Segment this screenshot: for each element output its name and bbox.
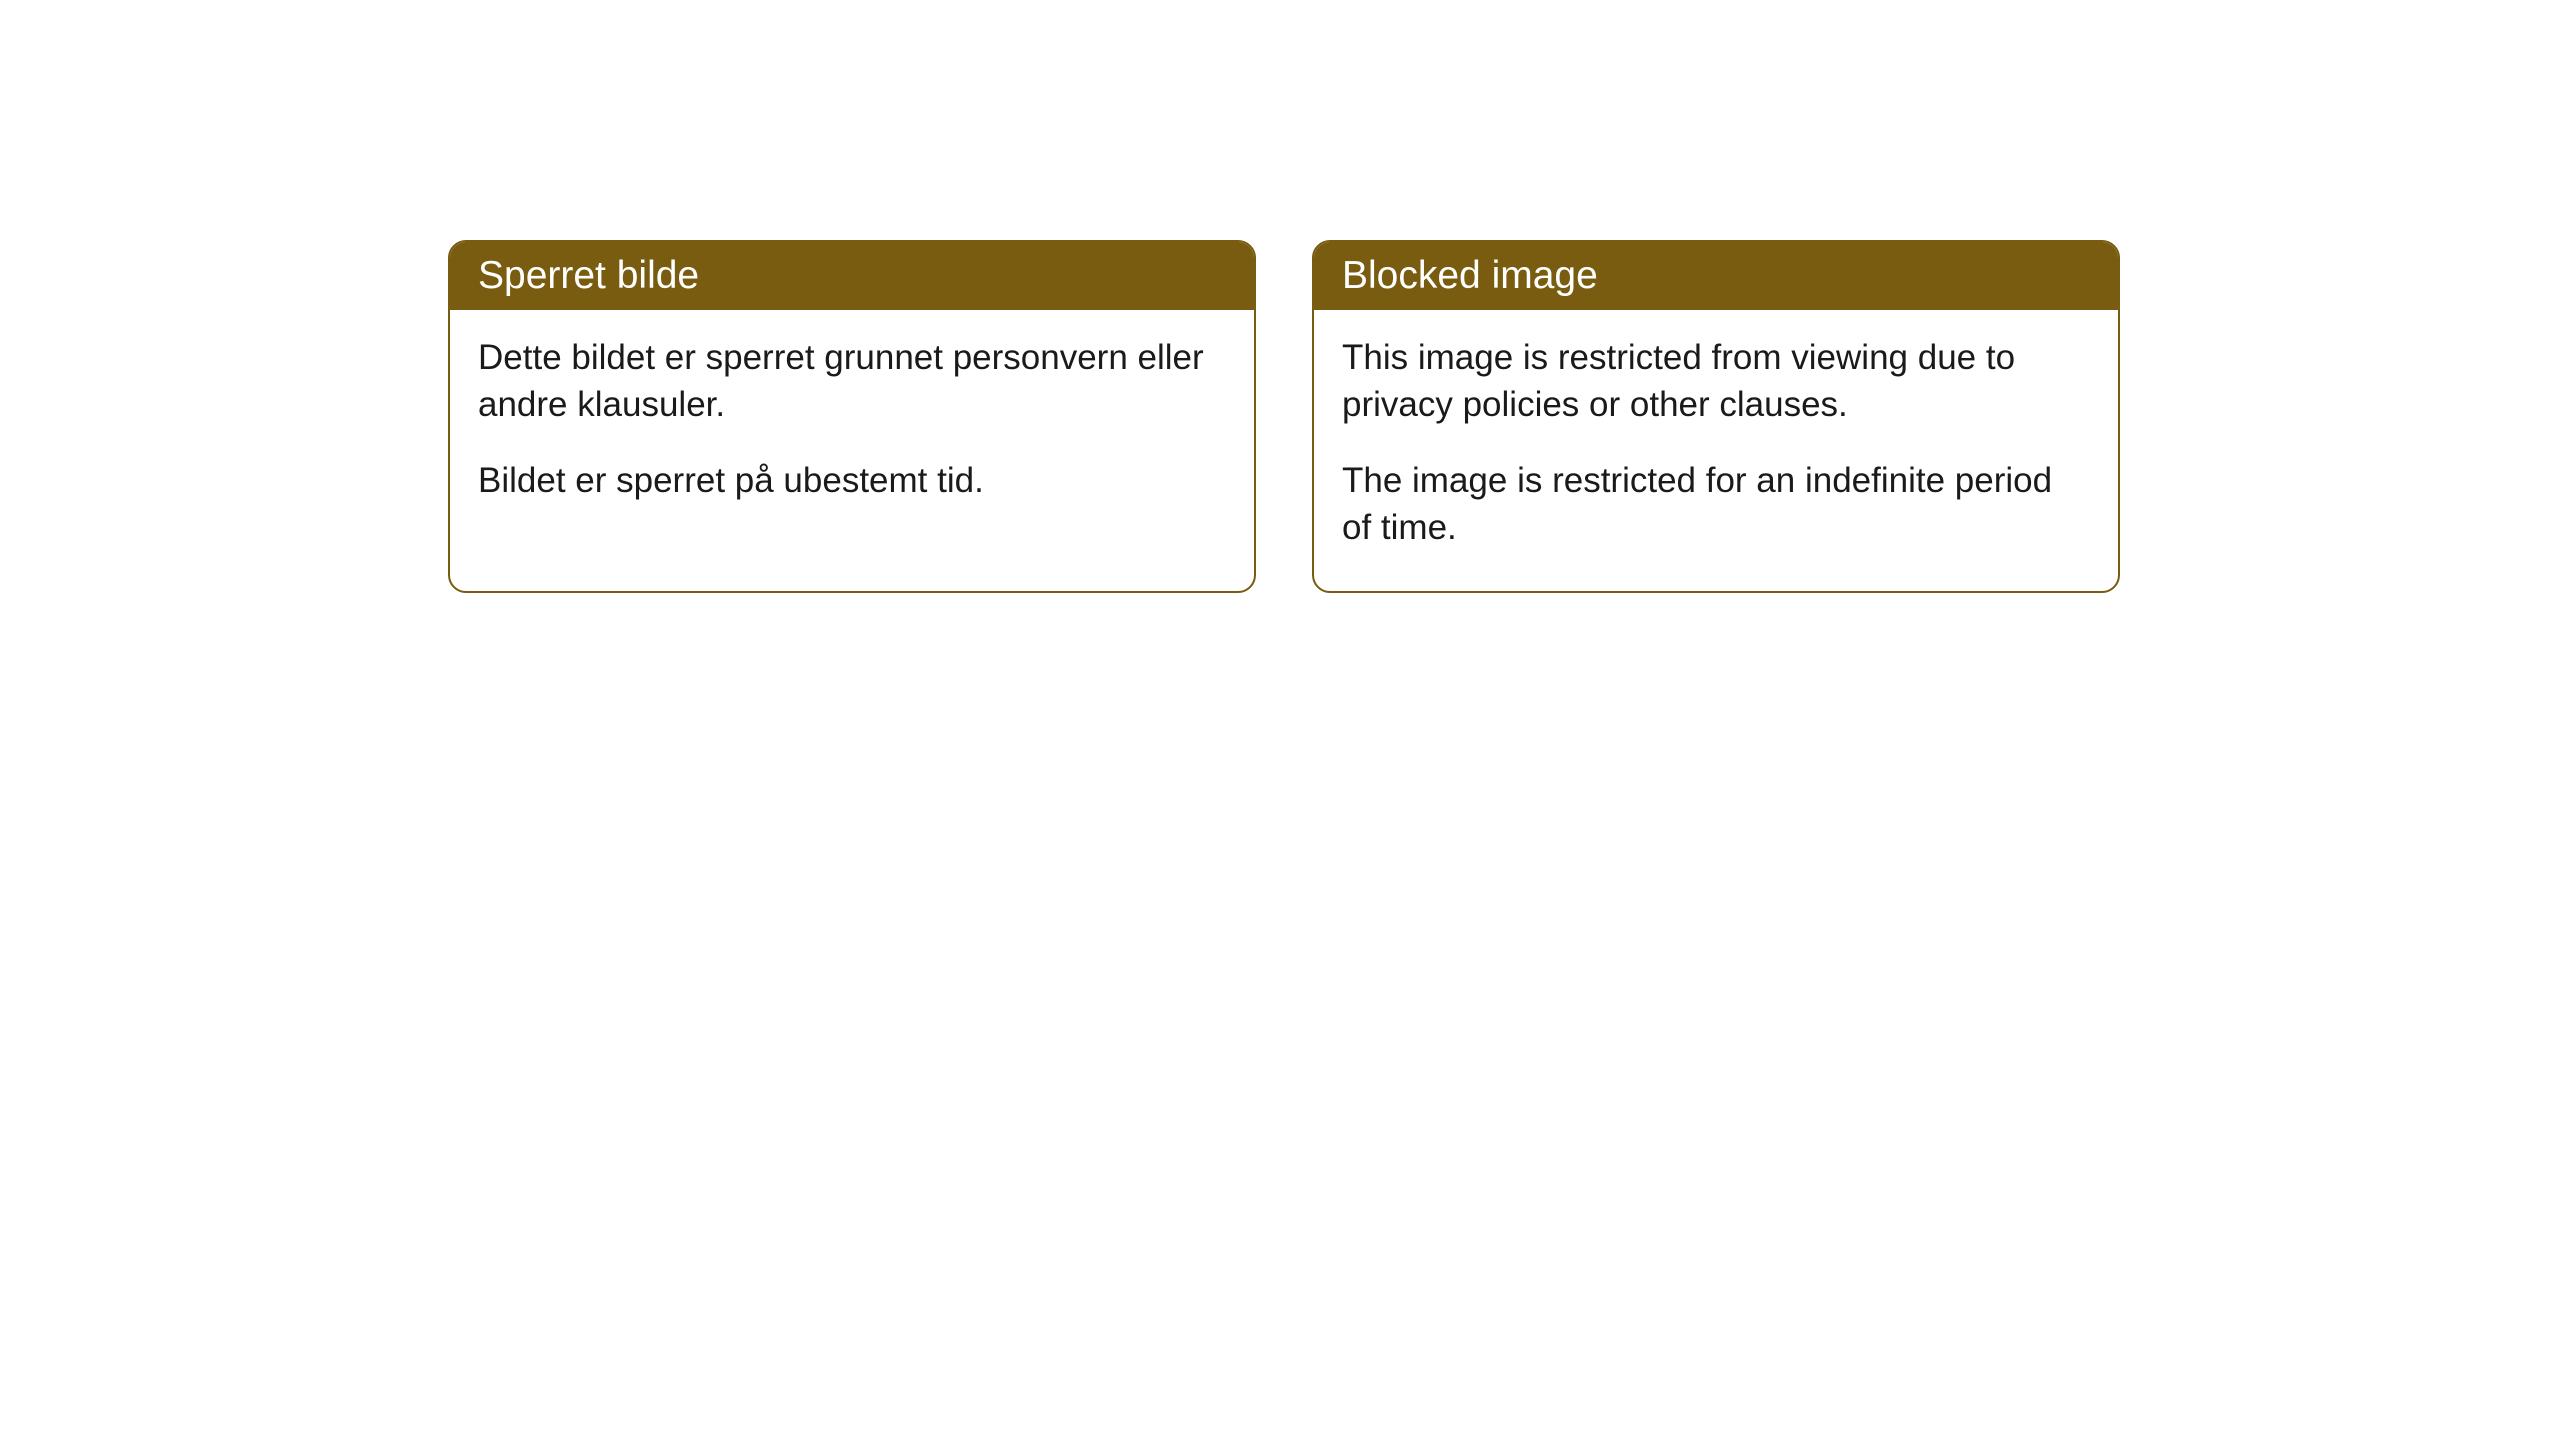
card-paragraph: This image is restricted from viewing du… xyxy=(1342,334,2090,429)
card-paragraph: The image is restricted for an indefinit… xyxy=(1342,457,2090,552)
card-body-english: This image is restricted from viewing du… xyxy=(1314,310,2118,591)
card-title: Blocked image xyxy=(1342,254,1598,297)
card-header-norwegian: Sperret bilde xyxy=(450,242,1254,310)
cards-container: Sperret bilde Dette bildet er sperret gr… xyxy=(448,240,2560,593)
card-english: Blocked image This image is restricted f… xyxy=(1312,240,2120,593)
card-paragraph: Dette bildet er sperret grunnet personve… xyxy=(478,334,1226,429)
card-title: Sperret bilde xyxy=(478,254,699,297)
card-body-norwegian: Dette bildet er sperret grunnet personve… xyxy=(450,310,1254,544)
card-header-english: Blocked image xyxy=(1314,242,2118,310)
card-norwegian: Sperret bilde Dette bildet er sperret gr… xyxy=(448,240,1256,593)
card-paragraph: Bildet er sperret på ubestemt tid. xyxy=(478,457,1226,504)
